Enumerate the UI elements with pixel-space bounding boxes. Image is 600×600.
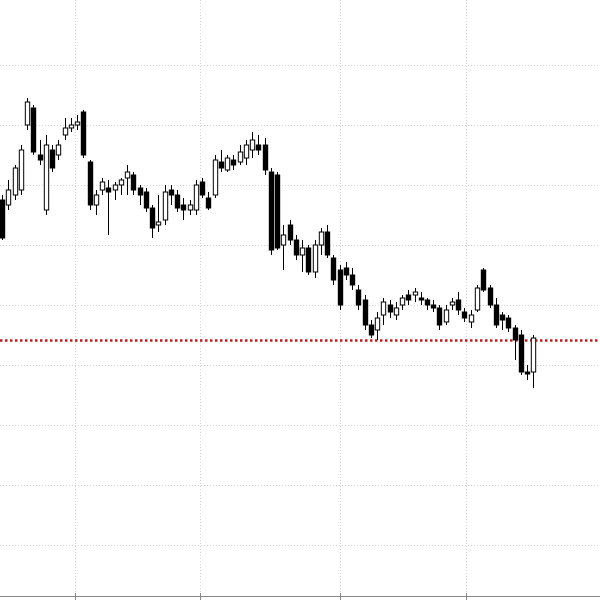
candle-body	[349, 274, 356, 286]
candle-body	[243, 144, 250, 159]
candle-body	[330, 257, 337, 281]
candle-body	[24, 101, 31, 126]
candle-body	[530, 337, 537, 373]
candle-body	[518, 334, 525, 373]
candle-body	[424, 299, 431, 306]
candle-body	[112, 184, 119, 191]
candle-body	[199, 181, 206, 196]
candle-body	[405, 294, 412, 301]
candle-body	[168, 189, 175, 196]
candle-body	[324, 231, 331, 256]
candle-body	[74, 121, 81, 126]
candle-body	[80, 111, 87, 156]
candle-body	[262, 144, 269, 171]
candle-body	[280, 234, 287, 246]
candle-body	[205, 197, 212, 209]
candle-body	[130, 174, 137, 191]
candle-body	[512, 327, 519, 341]
candle-body	[55, 144, 62, 156]
candle-body	[237, 151, 244, 163]
candle-body	[230, 159, 237, 166]
candle-body	[412, 291, 419, 296]
candle-body	[255, 144, 262, 151]
candle-body	[180, 204, 187, 211]
candle-body	[468, 314, 475, 323]
candle-body	[461, 311, 468, 319]
candle-body	[387, 304, 394, 313]
candle-body	[318, 231, 325, 246]
candle-body	[118, 179, 125, 186]
candle-body	[480, 269, 487, 291]
candle-body	[487, 287, 494, 306]
candle-body	[418, 297, 425, 301]
candle-body	[368, 324, 375, 336]
candle-body	[249, 139, 256, 151]
candle-body	[374, 317, 381, 331]
candle-body	[455, 299, 462, 311]
candle-body	[5, 189, 12, 206]
candle-body	[380, 301, 387, 316]
candle-body	[37, 154, 44, 161]
candle-body	[299, 247, 306, 256]
candle-body	[68, 124, 75, 129]
candle-body	[287, 224, 294, 241]
candle-body	[187, 204, 194, 211]
candle-body	[212, 159, 219, 196]
candle-body	[399, 297, 406, 306]
candle-body	[143, 191, 150, 209]
candle-body	[87, 161, 94, 206]
candle-body	[12, 167, 19, 196]
candle-body	[218, 161, 225, 169]
candle-body	[474, 287, 481, 311]
candle-body	[224, 157, 231, 171]
candle-body	[436, 307, 443, 326]
candle-body	[124, 171, 131, 179]
candle-body	[162, 191, 169, 221]
candle-body	[0, 199, 6, 239]
candle-body	[524, 371, 531, 375]
candle-body	[312, 244, 319, 273]
candle-body	[62, 127, 69, 136]
candle-body	[293, 239, 300, 256]
candle-body	[443, 309, 450, 323]
candle-body	[193, 184, 200, 211]
candle-body	[362, 299, 369, 326]
candle-body	[105, 187, 112, 193]
candle-body	[268, 171, 275, 251]
candle-body	[49, 149, 56, 169]
candle-body	[393, 307, 400, 316]
candle-body	[449, 301, 456, 306]
candle-body	[30, 107, 37, 153]
candle-body	[493, 304, 500, 326]
candle-body	[149, 207, 156, 229]
candle-body	[355, 289, 362, 306]
candle-body	[337, 269, 344, 306]
candle-body	[18, 149, 25, 191]
candle-body	[343, 267, 350, 276]
candle-body	[430, 304, 437, 309]
candle-body	[499, 314, 506, 321]
candle-body	[155, 221, 162, 226]
candle-body	[305, 247, 312, 273]
candle-body	[137, 187, 144, 196]
candle-body	[99, 181, 106, 191]
candle-body	[43, 144, 50, 211]
candle-body	[174, 194, 181, 209]
candle-body	[505, 317, 512, 329]
candle-body	[93, 194, 100, 206]
candle-body	[274, 174, 281, 249]
